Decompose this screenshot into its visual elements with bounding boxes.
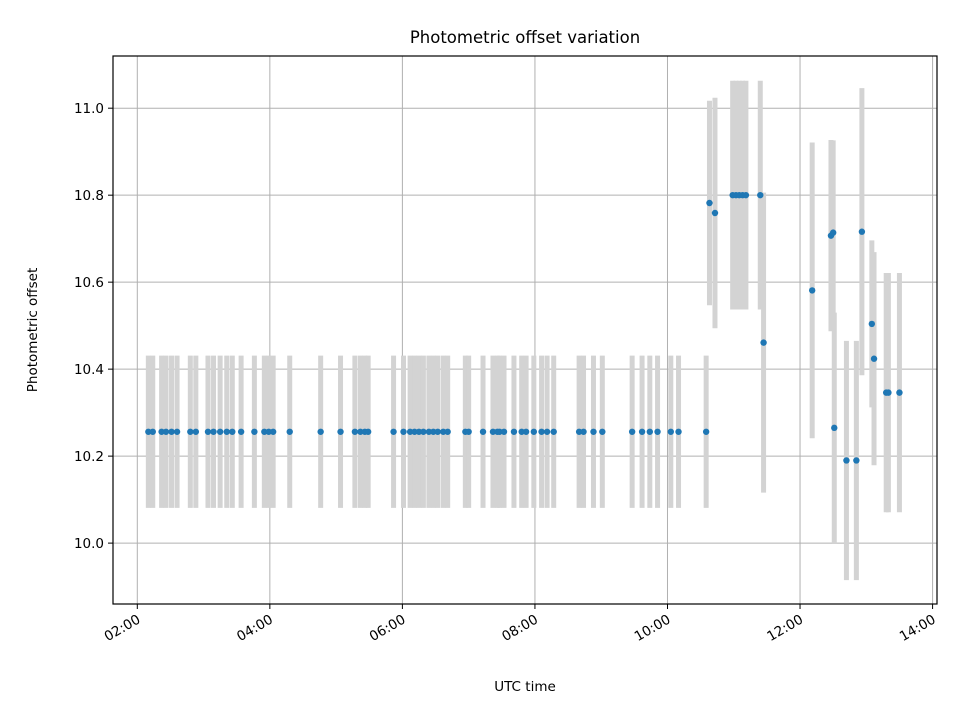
data-point (858, 228, 866, 235)
data-point (390, 428, 397, 435)
y-axis-label: Photometric offset (25, 268, 41, 392)
chart-title: Photometric offset variation (410, 28, 640, 47)
data-point (853, 457, 860, 464)
data-points (145, 191, 903, 464)
data-point (237, 428, 245, 435)
y-ticks: 10.0 10.2 10.4 10.6 10.8 11.0 (74, 101, 113, 552)
data-point (599, 428, 606, 435)
data-point (518, 428, 525, 435)
data-point (158, 428, 165, 435)
data-point (444, 428, 451, 435)
x-axis-label: UTC time (494, 679, 556, 695)
y-tick-label: 10.2 (74, 449, 104, 465)
data-point (364, 428, 372, 435)
data-point (496, 428, 503, 435)
data-point (400, 428, 407, 435)
data-point (415, 428, 423, 435)
data-point (210, 428, 217, 435)
data-point (575, 428, 583, 435)
data-point (742, 191, 750, 199)
data-point (425, 428, 433, 435)
data-point (430, 428, 437, 435)
data-point (269, 428, 277, 435)
data-point (479, 428, 487, 435)
data-point (434, 428, 441, 435)
y-tick-label: 11.0 (74, 101, 104, 117)
data-point (411, 428, 418, 435)
data-point (465, 428, 472, 435)
data-point (580, 428, 587, 435)
data-point (229, 428, 236, 435)
data-point (831, 424, 838, 432)
data-point (489, 428, 497, 435)
data-point (351, 428, 359, 435)
data-point (885, 389, 892, 396)
data-point (223, 428, 230, 435)
data-point (896, 389, 903, 396)
data-point (638, 428, 646, 435)
data-point (251, 428, 258, 435)
data-point (628, 428, 636, 435)
data-point (868, 320, 876, 328)
plot-frame (112, 55, 938, 605)
y-tick-label: 10.8 (74, 188, 104, 204)
data-point (510, 428, 518, 435)
data-point (667, 428, 675, 435)
data-point (337, 428, 344, 435)
data-point (530, 428, 538, 435)
data-point (870, 355, 878, 362)
data-point (420, 428, 427, 435)
data-point (543, 428, 551, 435)
data-point (760, 339, 767, 346)
data-point (757, 191, 764, 199)
data-point (590, 428, 597, 435)
data-point (538, 428, 545, 435)
data-point (675, 428, 682, 435)
data-point (187, 428, 194, 435)
data-point (702, 428, 710, 435)
data-point (711, 209, 719, 217)
data-point (216, 428, 224, 435)
data-point (706, 199, 713, 207)
data-point (192, 428, 200, 435)
data-point (550, 428, 557, 435)
data-point (500, 428, 508, 435)
data-point (162, 428, 170, 435)
data-point (261, 428, 268, 435)
data-point (654, 428, 661, 435)
data-point (173, 428, 181, 435)
data-point (357, 428, 364, 435)
data-point (829, 229, 837, 236)
data-point (808, 287, 816, 294)
data-point (317, 428, 324, 435)
data-point (204, 428, 212, 435)
data-point (168, 428, 175, 435)
data-point (265, 428, 272, 435)
y-tick-label: 10.6 (74, 275, 104, 291)
data-point (843, 457, 850, 464)
data-point (406, 428, 414, 435)
data-point (145, 428, 152, 435)
data-point (149, 428, 156, 435)
data-point (440, 428, 447, 435)
data-point (646, 428, 654, 435)
y-tick-label: 10.4 (74, 362, 104, 378)
data-point (522, 428, 530, 435)
data-point (286, 428, 293, 435)
y-tick-label: 10.0 (74, 536, 104, 552)
